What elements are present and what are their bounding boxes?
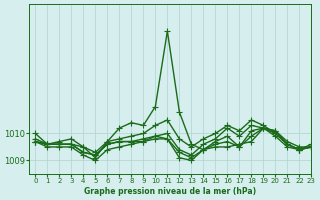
X-axis label: Graphe pression niveau de la mer (hPa): Graphe pression niveau de la mer (hPa) [84,187,256,196]
